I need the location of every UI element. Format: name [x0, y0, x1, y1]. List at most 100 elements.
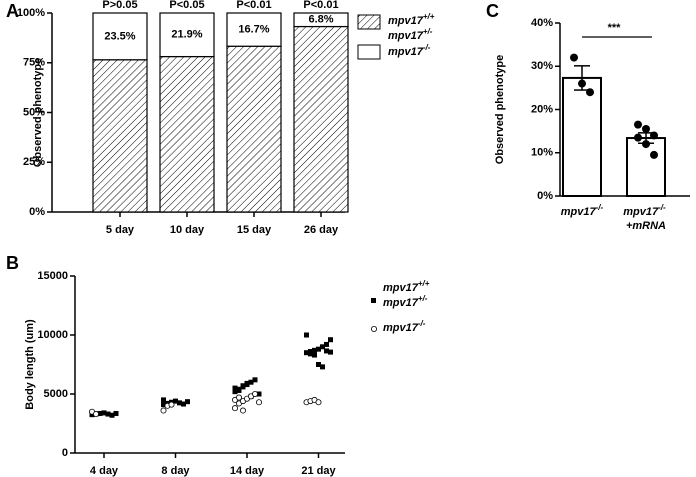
- point: [168, 401, 175, 408]
- point: [181, 401, 186, 407]
- x-tick-label: 4 day: [90, 465, 119, 477]
- x-tick-label: 5 day: [106, 224, 135, 236]
- point: [177, 400, 182, 406]
- point: [232, 389, 238, 395]
- point: [232, 385, 238, 391]
- y-tick-label: 75%: [23, 57, 45, 69]
- y-axis-label: Observed phenotype: [32, 58, 44, 167]
- y-tick-label: 25%: [23, 156, 45, 168]
- point: [161, 402, 166, 408]
- point: [642, 124, 650, 133]
- point: [578, 79, 586, 88]
- point: [650, 131, 658, 140]
- point: [255, 399, 262, 406]
- legend-swatch: [357, 14, 381, 30]
- legend-label: mpv17-/-: [388, 43, 431, 58]
- panel-letter: B: [6, 253, 19, 273]
- legend-swatch: [357, 44, 381, 60]
- point: [239, 407, 246, 414]
- point: [304, 350, 309, 356]
- point: [235, 394, 242, 401]
- point: [328, 337, 333, 343]
- x-tick-label: 15 day: [237, 224, 272, 236]
- y-axis-label: Observed phenotype: [494, 55, 506, 164]
- y-tick-label: 40%: [531, 17, 553, 29]
- significance-label: ***: [608, 22, 622, 34]
- point: [101, 410, 107, 416]
- y-tick-label: 0%: [537, 190, 553, 202]
- panel-letter: C: [486, 1, 499, 21]
- annotation: P<0.01: [303, 0, 338, 11]
- point: [642, 140, 650, 149]
- x-tick-label: mpv17-/- +mRNA: [623, 203, 668, 232]
- y-tick-label: 10000: [37, 329, 68, 341]
- point: [256, 391, 262, 397]
- y-tick-label: 0: [62, 447, 68, 459]
- point: [160, 407, 167, 414]
- point: [328, 349, 333, 355]
- point: [324, 348, 329, 354]
- value-label: 21.9%: [171, 29, 202, 41]
- bar-segment: [293, 25, 349, 213]
- bar: [562, 76, 602, 197]
- point: [304, 332, 309, 338]
- point: [634, 120, 642, 129]
- point: [316, 362, 321, 367]
- point: [650, 150, 658, 159]
- bar-segment: [226, 45, 282, 213]
- point: [244, 380, 250, 386]
- point: [185, 399, 190, 405]
- point: [634, 133, 642, 142]
- value-label: 23.5%: [104, 30, 135, 42]
- x-tick-label: 8 day: [161, 465, 190, 477]
- point: [586, 88, 594, 97]
- y-tick-label: 20%: [531, 103, 553, 115]
- y-tick-label: 30%: [531, 60, 553, 72]
- point: [308, 351, 313, 357]
- x-tick-label: 21 day: [301, 465, 336, 477]
- legend-label: mpv17+/+ mpv17+/-: [388, 12, 438, 42]
- point: [570, 53, 578, 62]
- bar-segment: [293, 12, 349, 28]
- point: [252, 377, 258, 383]
- point: [97, 410, 103, 416]
- point: [105, 411, 111, 417]
- point: [161, 397, 166, 403]
- point: [324, 341, 329, 347]
- bar-segment: [159, 12, 215, 58]
- point: [320, 364, 325, 370]
- point: [251, 390, 258, 397]
- annotation: P>0.05: [102, 0, 137, 11]
- y-tick-label: 15000: [37, 270, 68, 282]
- point: [320, 344, 325, 350]
- point: [231, 405, 238, 412]
- point: [312, 352, 317, 358]
- point: [248, 379, 254, 385]
- legend-marker: [371, 298, 376, 303]
- bar-segment: [226, 12, 282, 47]
- y-tick-label: 10%: [531, 147, 553, 159]
- point: [173, 398, 178, 404]
- y-tick-label: 50%: [23, 106, 45, 118]
- point: [109, 412, 115, 418]
- panel-letter: A: [6, 1, 19, 21]
- y-tick-label: 0%: [29, 206, 45, 218]
- value-label: 6.8%: [308, 14, 333, 26]
- annotation: P<0.05: [169, 0, 204, 11]
- point: [240, 383, 246, 389]
- x-tick-label: 14 day: [230, 465, 265, 477]
- legend-label: mpv17-/-: [383, 319, 426, 334]
- point: [236, 387, 242, 393]
- point: [93, 411, 100, 418]
- y-tick-label: 100%: [17, 7, 45, 19]
- y-axis-label: Body length (um): [24, 319, 36, 410]
- point: [315, 399, 322, 406]
- legend-marker: [370, 325, 377, 332]
- bar-segment: [92, 59, 148, 213]
- bar-segment: [92, 12, 148, 61]
- x-tick-label: mpv17-/-: [561, 203, 604, 218]
- annotation: P<0.01: [236, 0, 271, 11]
- legend-label: mpv17+/+ mpv17+/-: [383, 279, 433, 309]
- point: [113, 410, 119, 416]
- point: [312, 347, 317, 353]
